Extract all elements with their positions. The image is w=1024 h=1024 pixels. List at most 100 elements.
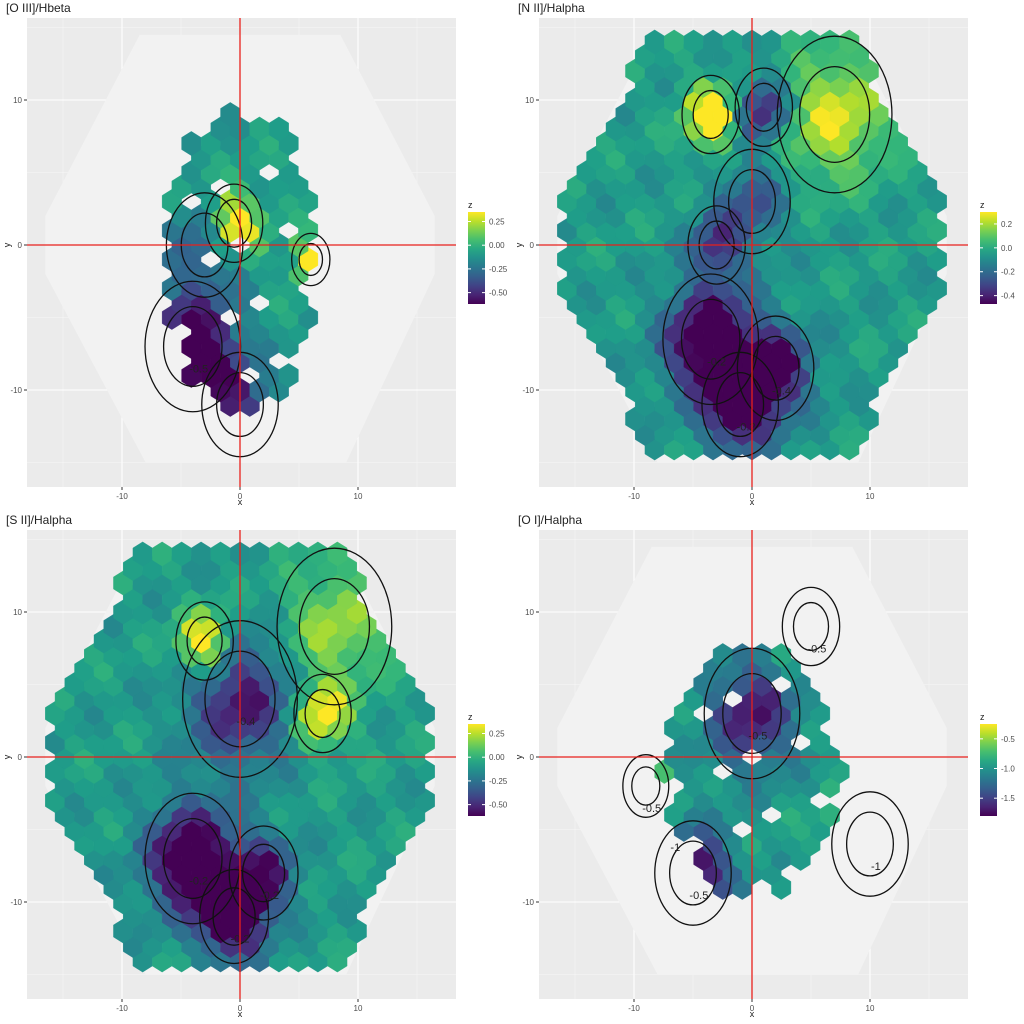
cells	[45, 541, 435, 973]
colorbar	[468, 724, 485, 816]
contour-line	[680, 298, 741, 380]
y-tick-label: -10	[522, 386, 534, 395]
cells	[654, 643, 850, 900]
colorbar-tick-label: -0.50	[489, 801, 508, 810]
colorbar-tick-label: 0.25	[489, 729, 505, 738]
y-tick-label: 0	[530, 241, 535, 250]
y-tick-label: 10	[13, 96, 22, 105]
colorbar-tick-label: -1.0	[1001, 765, 1015, 774]
panel-title: [N II]/Halpha	[518, 1, 585, 15]
contour-line	[745, 82, 782, 132]
y-axis-label: y	[2, 242, 12, 247]
colorbar-tick-label: -0.25	[489, 265, 508, 274]
contour-line	[701, 351, 780, 458]
y-axis-label: y	[514, 754, 524, 759]
panel-oi-halpha: [O I]/Halpha -0.5 -0.5 -1 -0.5 -0.5 -1 -10 0 10-…	[512, 512, 1024, 1024]
panel-title: [O III]/Hbeta	[6, 1, 71, 15]
plot-svg: -0.2-0.2-0.2-0.4-10 0 10-10010xyz0.250.00-…	[2, 530, 508, 1019]
plot-svg: -0.2 -0.2 -0.4 -10 0 10 -10 0 10 x y z 0.2 0.0 -0.2 -0.…	[514, 18, 1015, 507]
x-tick-label: -10	[628, 1004, 640, 1013]
contour-line	[654, 820, 732, 926]
contour-line	[798, 66, 871, 163]
contour-line	[199, 868, 270, 965]
contour-label: -0.5	[807, 644, 826, 656]
contour-line	[716, 371, 765, 438]
panel-oiii-hbeta: [O III]/Hbeta -0.5 -10 0 10 -10 0 10 x y z 0.25 0.0…	[0, 0, 512, 512]
contour-label: -0.4	[772, 385, 791, 397]
contour-line	[212, 887, 256, 946]
contour-line	[162, 305, 223, 388]
contour-label: -0.5	[748, 731, 767, 743]
contour-line	[291, 232, 331, 287]
contour-line	[228, 825, 299, 921]
colorbar-tick-label: -0.5	[1001, 735, 1015, 744]
contour-label: -0.2	[260, 890, 279, 902]
contour-line	[781, 586, 841, 667]
contour-line	[692, 89, 729, 140]
panel-title: [O I]/Halpha	[518, 513, 583, 527]
colorbar	[980, 724, 997, 816]
contour-line	[175, 601, 234, 681]
panel-nii-halpha: [N II]/Halpha -0.2 -0.2 -0.4 -10 0 10 -10 0 10 x y…	[512, 0, 1024, 512]
y-tick-label: 10	[13, 608, 22, 617]
x-tick-label: -10	[116, 1004, 128, 1013]
x-axis-label: x	[238, 1009, 243, 1019]
y-axis-label: y	[2, 754, 12, 759]
colorbar-tick-label: -0.25	[489, 777, 508, 786]
contour-line	[681, 74, 741, 155]
x-axis-label: x	[750, 497, 755, 507]
contour-label: -0.2	[707, 356, 726, 368]
colorbar-tick-label: -1.5	[1001, 794, 1015, 803]
plot-svg: -0.5 -0.5 -1 -0.5 -0.5 -1 -10 0 10 -10 0 10 x y z -0.5 -…	[514, 530, 1015, 1019]
contour-label: -1	[871, 861, 881, 873]
x-tick-label: 10	[866, 492, 875, 501]
x-tick-label: 0	[238, 492, 243, 501]
panel-sii-halpha: [S II]/Halpha -0.2 -0.2 -0.2 -0.4 -10 0 10 -10 0…	[0, 512, 512, 1024]
contour-line	[304, 688, 341, 739]
cell	[819, 802, 840, 828]
contour-line	[215, 198, 253, 248]
colorbar-tick-label: 0.2	[1001, 220, 1013, 229]
y-tick-label: -10	[522, 898, 534, 907]
contour-line	[298, 242, 324, 277]
contour-label: -0.4	[236, 716, 255, 728]
x-tick-label: -10	[116, 492, 128, 501]
colorbar-tick-label: 0.00	[489, 241, 505, 250]
contour-line	[162, 817, 223, 900]
x-axis-label: x	[238, 497, 243, 507]
cell	[269, 116, 289, 142]
contour-label: -0.5	[189, 364, 208, 376]
y-axis-label: y	[514, 242, 524, 247]
legend-title: z	[980, 200, 985, 210]
colorbar-tick-label: -0.50	[489, 289, 508, 298]
contour-line	[734, 67, 794, 148]
legend-title: z	[468, 712, 473, 722]
x-tick-label: -10	[628, 492, 640, 501]
contour-line	[241, 843, 286, 903]
colorbar	[980, 212, 997, 304]
plot-svg: -0.5 -10 0 10 -10 0 10 x y z 0.25 0.00 -0.25 -0.50	[2, 18, 508, 507]
x-tick-label: 0	[750, 1004, 755, 1013]
contour-line	[668, 840, 718, 906]
contour-line	[831, 791, 909, 897]
contour-line	[204, 183, 264, 264]
y-tick-label: 0	[18, 753, 23, 762]
contour-line	[622, 754, 670, 818]
contour-label: -0.2	[737, 422, 756, 434]
y-tick-label: 0	[18, 241, 23, 250]
y-tick-label: 10	[525, 608, 534, 617]
colorbar-tick-label: 0.0	[1001, 244, 1013, 253]
colorbar-tick-label: -0.2	[1001, 268, 1015, 277]
contour-label: -0.2	[189, 876, 208, 888]
x-tick-label: 10	[354, 1004, 363, 1013]
x-axis-label: x	[750, 1009, 755, 1019]
y-tick-label: -10	[10, 898, 22, 907]
legend-title: z	[468, 200, 473, 210]
contour-label: -0.5	[642, 803, 661, 815]
cell	[771, 643, 792, 668]
contour-label: -0.5	[689, 890, 708, 902]
contour-line	[736, 315, 815, 422]
y-tick-label: -10	[10, 386, 22, 395]
x-tick-label: 10	[866, 1004, 875, 1013]
